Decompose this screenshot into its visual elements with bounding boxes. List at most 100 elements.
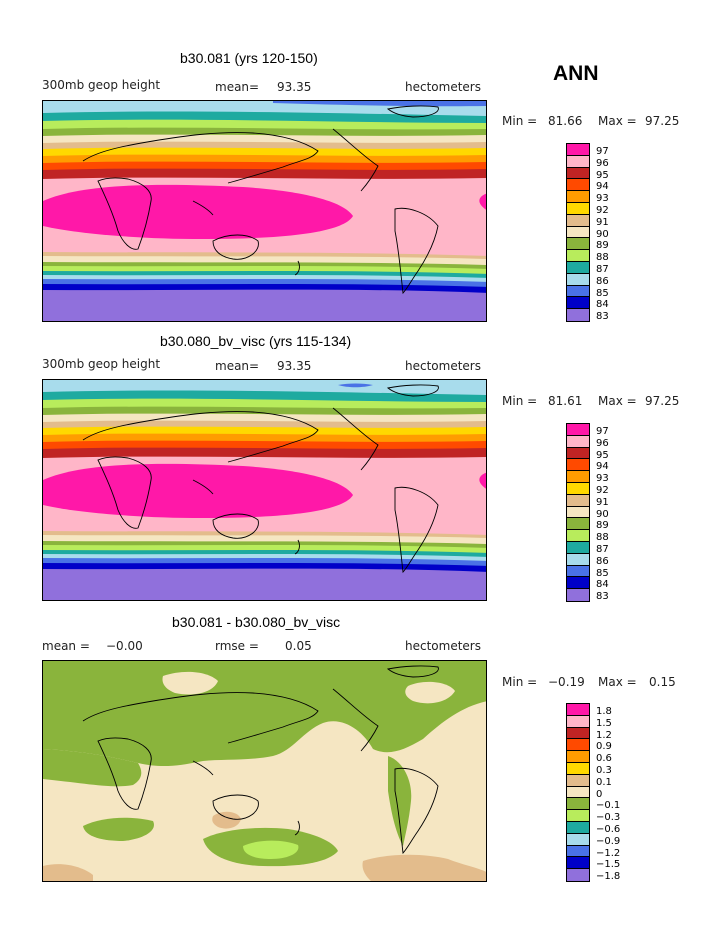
colorbar-swatch (567, 704, 589, 716)
band-85n (273, 101, 486, 107)
colorbar-swatch (567, 810, 589, 822)
colorbar-label: 87 (596, 264, 609, 275)
colorbar-label: 91 (596, 216, 609, 228)
colorbar-label: 83 (596, 311, 609, 323)
colorbar-swatch (567, 250, 589, 262)
colorbar-label: 1.2 (596, 729, 612, 741)
band-97 (43, 184, 353, 239)
panel3-map (42, 660, 487, 882)
colorbar-label: −0.1 (596, 800, 621, 812)
colorbar-label: 0.9 (596, 741, 612, 753)
colorbar-label: 95 (596, 449, 609, 461)
colorbar-swatch (567, 751, 589, 763)
colorbar-swatch (567, 739, 589, 752)
colorbar-swatch (567, 821, 589, 834)
colorbar-swatch (567, 179, 589, 192)
colorbar-label: 93 (596, 473, 609, 485)
colorbar-label: 91 (596, 496, 609, 508)
colorbar-label: 94 (596, 181, 609, 193)
colorbar-label: 93 (596, 193, 609, 205)
region-neg0.1-south (83, 817, 154, 841)
colorbar-swatch (567, 577, 589, 590)
colorbar-label: 85 (596, 567, 609, 579)
colorbar-swatch (567, 238, 589, 251)
colorbar-label: 0 (596, 788, 603, 800)
colorbar-label: 83 (596, 591, 609, 603)
colorbar-swatch (567, 762, 589, 775)
band-86n (43, 380, 486, 395)
colorbar-label: 90 (596, 228, 609, 240)
panel1-min-value: 81.66 (548, 114, 583, 128)
region-neg0.1-amer (388, 756, 412, 846)
panel1-units: hectometers (405, 80, 481, 94)
panel2-min-label: Min = (502, 394, 538, 408)
panel2-max-value: 97.25 (645, 394, 680, 408)
panel2-max-label: Max = (598, 394, 637, 408)
colorbar-label: −0.3 (596, 812, 621, 824)
panel2-map (42, 379, 487, 601)
colorbar-swatch (567, 309, 589, 321)
region-pos0.1-b (362, 854, 486, 881)
colorbar-label: 89 (596, 240, 609, 252)
colorbar-swatch (567, 589, 589, 601)
colorbar-swatch (567, 506, 589, 519)
colorbar-swatch (567, 845, 589, 858)
colorbar-swatch (567, 144, 589, 156)
colorbar-swatch (567, 494, 589, 507)
region-pos0.1-a (212, 811, 241, 829)
colorbar-swatch (567, 297, 589, 310)
panel3-units: hectometers (405, 639, 481, 653)
colorbar-swatch (567, 459, 589, 472)
panel1-field-label: 300mb geop height (42, 78, 161, 92)
colorbar-label: 87 (596, 544, 609, 555)
colorbar-swatch (567, 435, 589, 448)
panel3-colorbar (566, 703, 590, 882)
colorbar-swatch (567, 798, 589, 811)
band-85n (338, 383, 373, 388)
colorbar-label: 96 (596, 437, 609, 449)
region-pos0.1-c (43, 864, 93, 881)
panel1-contour-plot (43, 101, 486, 321)
colorbar-swatch (567, 424, 589, 436)
panel3-title: b30.081 - b30.080_bv_visc (172, 614, 341, 630)
colorbar-label: 84 (596, 299, 609, 311)
colorbar-label: 85 (596, 287, 609, 299)
colorbar-swatch (567, 727, 589, 740)
colorbar-swatch (567, 565, 589, 578)
panel3-rmse-value: 0.05 (285, 639, 312, 653)
colorbar-swatch (567, 857, 589, 870)
panel2-min-value: 81.61 (548, 394, 583, 408)
panel3-contour-plot (43, 661, 486, 881)
panel1-title: b30.081 (yrs 120-150) (180, 50, 318, 66)
colorbar-swatch (567, 541, 589, 554)
colorbar-swatch (567, 155, 589, 168)
colorbar-label: 88 (596, 252, 609, 264)
panel1-min-label: Min = (502, 114, 538, 128)
panel3-max-label: Max = (598, 675, 637, 689)
colorbar-label: −1.8 (596, 871, 621, 883)
colorbar-swatch (567, 471, 589, 483)
colorbar-swatch (567, 261, 589, 274)
colorbar-swatch (567, 273, 589, 286)
colorbar-swatch (567, 786, 589, 799)
band-97-east (479, 193, 486, 210)
region-pos-north2 (405, 681, 455, 704)
colorbar-swatch (567, 285, 589, 298)
colorbar-label: 97 (596, 146, 609, 157)
panel3-mean-value: −0.00 (106, 639, 143, 653)
colorbar-swatch (567, 518, 589, 531)
panel3-rmse-label: rmse = (215, 639, 259, 653)
colorbar-swatch (567, 553, 589, 566)
colorbar-swatch (567, 869, 589, 881)
region-neg0.1-north (43, 661, 486, 767)
panel3-min-label: Min = (502, 675, 538, 689)
panel3-max-value: 0.15 (649, 675, 676, 689)
colorbar-label: 90 (596, 508, 609, 520)
colorbar-label: 1.5 (596, 717, 612, 729)
coastlines (82, 665, 439, 854)
colorbar-swatch (567, 167, 589, 180)
colorbar-label: 96 (596, 157, 609, 169)
colorbar-label: 86 (596, 275, 609, 287)
colorbar-label: −0.9 (596, 835, 621, 847)
season-title: ANN (553, 62, 599, 85)
